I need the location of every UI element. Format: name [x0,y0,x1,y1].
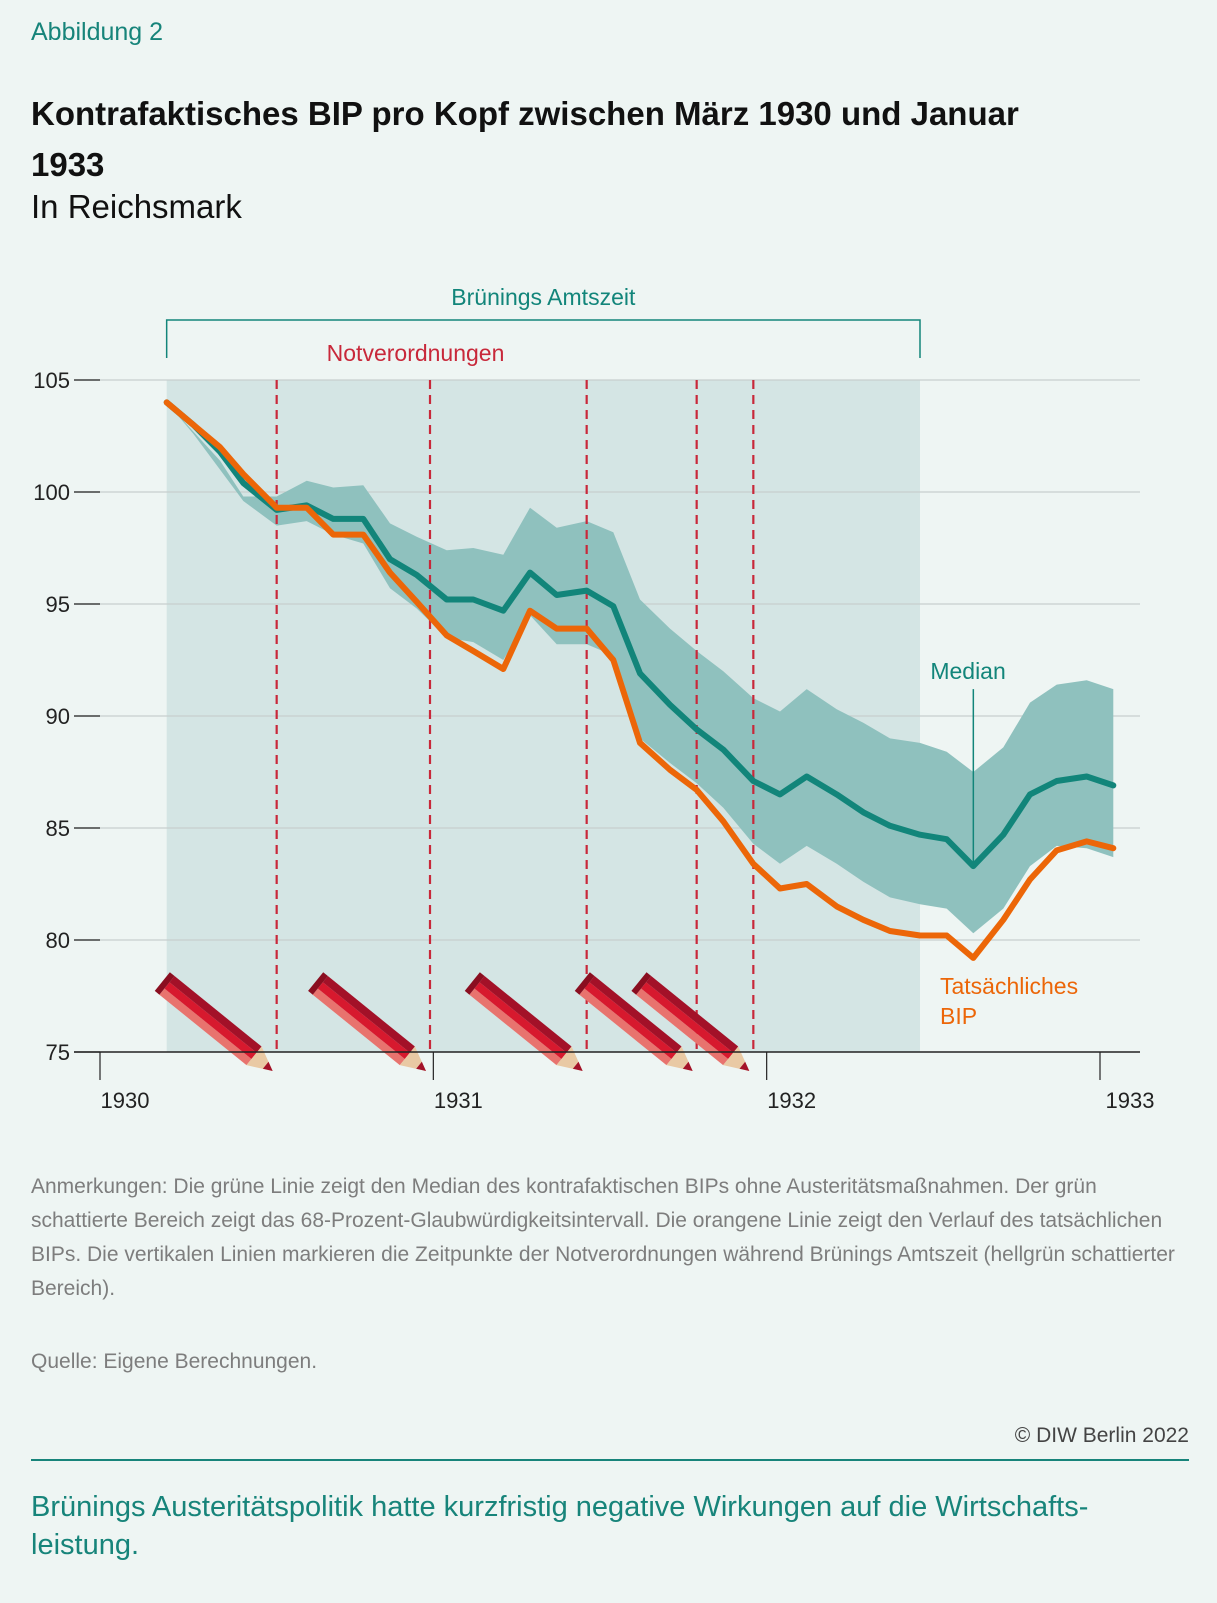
chart-source: Quelle: Eigene Berechnungen. [31,1350,318,1373]
x-tick-label: 1930 [101,1088,150,1113]
pencil-icon [631,972,750,1071]
y-tick-label: 80 [46,928,70,953]
pencil-icons [154,972,750,1071]
series-lines [163,399,1117,961]
y-tick-label: 90 [46,704,70,729]
series-line [163,399,1117,961]
line-chart: 75 80 85 90 95 100 105 1930 1931 1932 1933 Brüning… [33,284,1154,1113]
pencil-icon [308,972,426,1071]
term-label: Brünings Amtszeit [451,284,636,310]
chart-notes: Anmerkungen: Die grüne Linie zeigt den M… [31,1175,1175,1300]
chart-subtitle: In Reichsmark [31,188,242,225]
median-label: Median [930,658,1005,684]
x-tick-label: 1932 [767,1088,816,1113]
actual-label-line1: Tatsächliches [940,973,1078,999]
y-tick-label: 95 [46,592,70,617]
y-tick-label: 85 [46,816,70,841]
divider [31,1459,1189,1461]
series-line [163,399,1117,870]
decrees-label: Notverordnungen [327,340,505,366]
figure-label: Abbildung 2 [31,18,164,46]
decree-lines [275,380,755,1052]
key-message: Brünings Austeritätspolitik hatte kurzfr… [31,1491,1089,1561]
y-tick-label: 100 [33,480,70,505]
axes: 75 80 85 90 95 100 105 1930 1931 1932 1933 [33,368,1154,1113]
x-tick-label: 1933 [1106,1088,1155,1113]
copyright: © DIW Berlin 2022 [1014,1424,1189,1447]
x-tick-label: 1931 [434,1088,483,1113]
y-tick-label: 105 [33,368,70,393]
term-bracket [165,319,921,358]
actual-label-line2: BIP [940,1003,977,1029]
pencil-icon [154,972,273,1071]
annotations: Brünings Amtszeit Notverordnungen Median Ta… [165,284,1078,1029]
chart-title: Kontrafaktisches BIP pro Kopf zwischen M… [31,95,1019,183]
pencil-icon [464,972,583,1071]
y-tick-label: 75 [46,1040,70,1065]
pencil-icon [574,972,693,1071]
